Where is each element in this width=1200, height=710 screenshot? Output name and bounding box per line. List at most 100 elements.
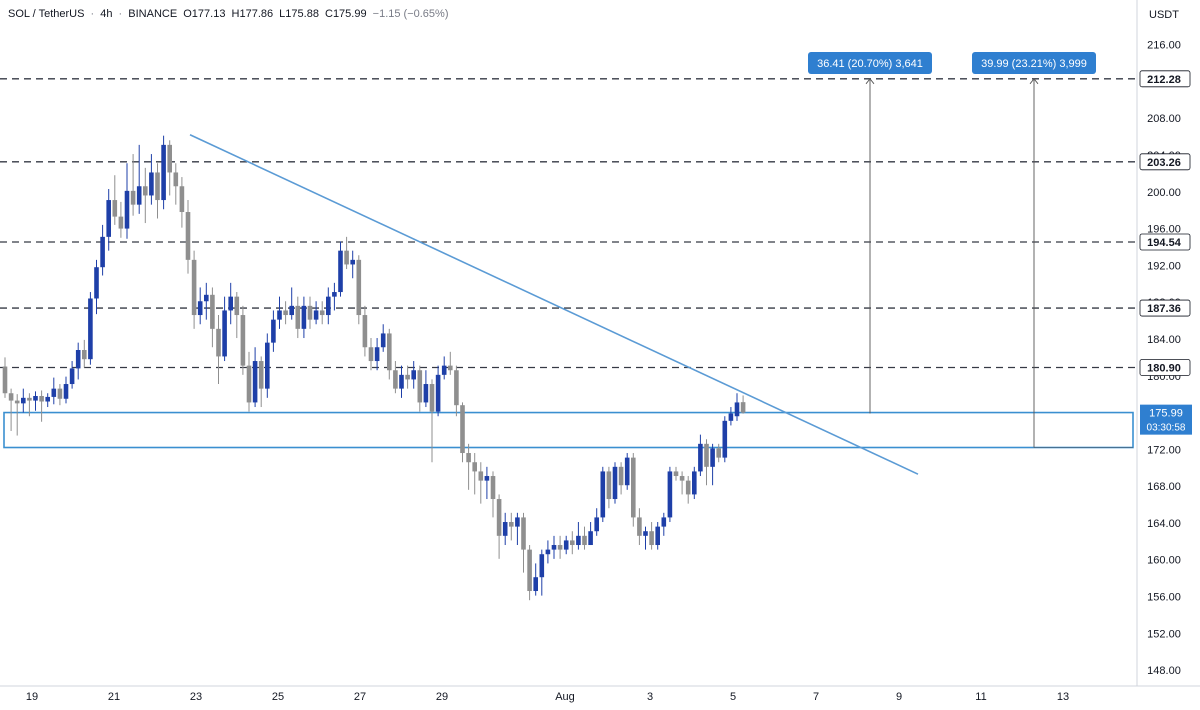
candle-body [210,294,215,329]
x-tick-label: 21 [108,691,120,703]
candle-body [197,301,203,316]
candle-body [460,405,465,454]
candle-body [673,471,679,477]
candle-body [167,144,172,173]
candle-body [313,310,319,320]
candle-body [380,333,386,348]
candle-body [661,517,667,527]
candle-body [637,517,642,536]
candle-body [307,305,313,320]
candle-body [222,310,227,357]
candle-body [417,370,423,403]
candle-body [429,384,435,412]
candle-body [643,531,648,536]
x-tick-label: 5 [730,691,736,703]
y-tick-label: 160.00 [1147,555,1181,567]
candle-body [679,476,685,481]
candle-body [387,333,392,371]
y-tick-label: 164.00 [1147,518,1181,530]
level-price-label: 187.36 [1147,303,1181,315]
candle-body [136,186,142,205]
candle-body [246,365,252,403]
x-tick-label: 25 [272,691,284,703]
y-tick-label: 152.00 [1147,628,1181,640]
candle-body [594,517,599,532]
y-tick-label: 208.00 [1147,113,1181,125]
candle-body [582,535,587,546]
candle-body [374,347,380,362]
candle-body [124,190,130,229]
currency-label[interactable]: USDT [1149,9,1179,21]
measure-arrowhead [865,78,875,85]
y-tick-label: 200.00 [1147,187,1181,199]
candle-body [2,366,8,394]
candle-body [405,374,410,380]
candle-body [557,545,563,550]
legend-open: O177.13 [183,8,226,20]
level-price-label: 194.54 [1147,237,1182,249]
candle-body [179,186,185,213]
candle-body [63,384,69,399]
measure-label-box[interactable] [808,52,932,74]
candle-body [289,305,294,316]
candle-body [521,517,526,550]
y-tick-label: 192.00 [1147,260,1181,272]
level-price-label: 203.26 [1147,157,1181,169]
y-tick-label: 156.00 [1147,592,1181,604]
measure-label: 36.41 (20.70%) 3,641 [817,58,923,70]
candle-body [576,535,581,546]
candle-body [606,471,612,500]
legend-symbol[interactable]: SOL / TetherUS [8,8,85,20]
candle-body [27,397,32,401]
candle-body [240,315,246,366]
candle-body [271,319,276,343]
candle-body [545,549,551,555]
candle-body [448,365,453,371]
level-price-box [1139,233,1191,251]
candle-body [258,361,264,389]
candle-body [454,370,459,406]
y-tick-label: 216.00 [1147,40,1181,52]
candle-body [734,402,740,417]
measure-label-box[interactable] [972,52,1096,74]
candle-body [350,259,355,265]
descending-trendline[interactable] [189,134,919,475]
candle-body [149,172,154,196]
support-zone[interactable] [3,411,1134,449]
candle-body [338,250,343,293]
candle-body [319,310,325,316]
x-tick-label: 11 [975,691,986,703]
legend-interval[interactable]: 4h [100,8,113,20]
y-tick-label: 184.00 [1147,334,1181,346]
candle-body [722,420,728,458]
x-tick-label: 13 [1057,691,1069,703]
candle-body [539,554,545,578]
candle-body [344,250,349,265]
x-tick-label: 23 [190,691,202,703]
candle-body [527,549,532,592]
candle-body [600,471,606,518]
candle-body [118,216,124,229]
candle-body [161,144,166,201]
candle-body [106,200,111,237]
candle-body [100,236,105,268]
bar-countdown: 03:30:58 [1147,423,1186,434]
measure-arrowhead [1029,78,1039,85]
candle-body [191,259,197,316]
level-price-label: 212.28 [1147,74,1181,86]
candle-body [490,476,496,500]
candle-body [326,296,331,316]
last-price-box [1140,404,1192,435]
candle-body [295,305,301,329]
candle-body [563,540,569,550]
candle-body [112,200,118,217]
candle-body [362,315,368,348]
candle-body [716,448,721,458]
x-tick-label: Aug [555,691,575,703]
y-tick-label: 172.00 [1147,444,1181,456]
x-tick-label: 7 [813,691,819,703]
legend-exchange: BINANCE [128,8,178,20]
candle-body [21,397,26,404]
candle-body [698,443,703,472]
